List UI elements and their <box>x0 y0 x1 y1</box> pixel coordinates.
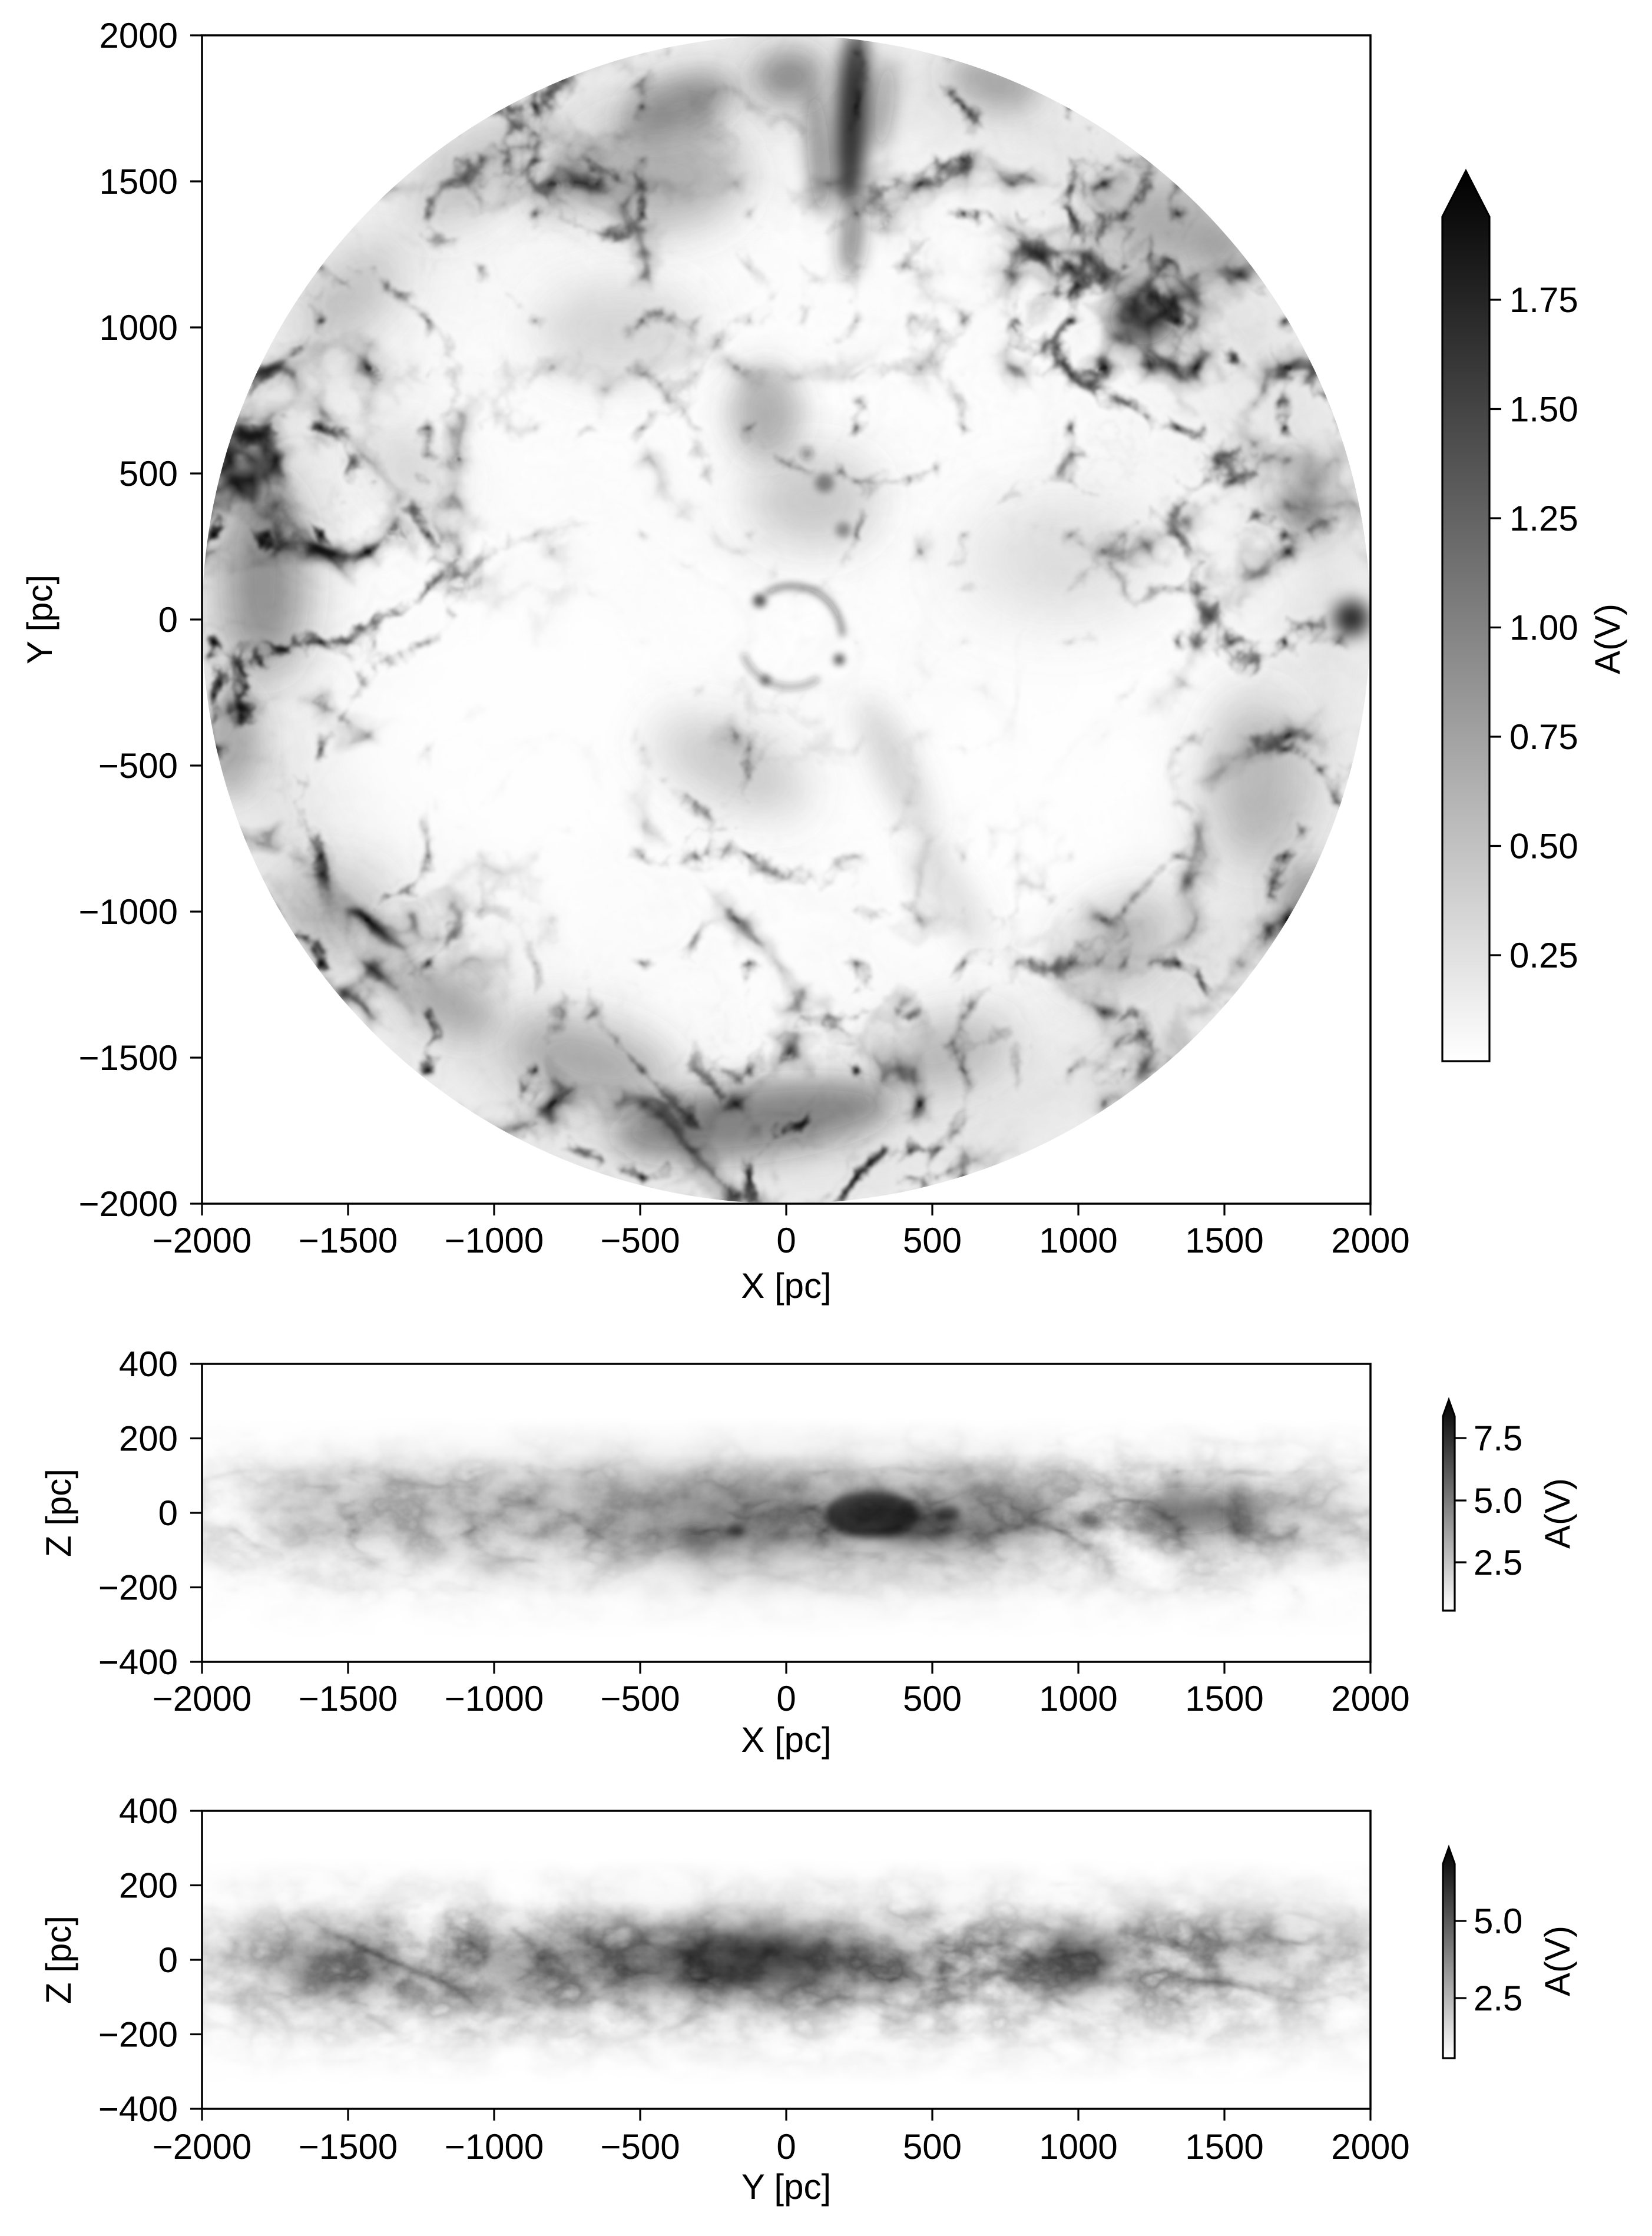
svg-text:2000: 2000 <box>100 16 178 55</box>
svg-text:−2000: −2000 <box>153 2127 252 2167</box>
svg-text:1500: 1500 <box>1185 1221 1263 1260</box>
svg-text:0: 0 <box>158 600 178 640</box>
svg-text:−500: −500 <box>98 746 178 786</box>
svg-text:−1000: −1000 <box>445 1221 544 1260</box>
svg-text:−400: −400 <box>98 1642 178 1682</box>
svg-text:0.50: 0.50 <box>1509 827 1578 866</box>
svg-text:−2000: −2000 <box>78 1184 178 1224</box>
svg-text:−1000: −1000 <box>445 2127 544 2167</box>
svg-text:2.5: 2.5 <box>1474 1543 1522 1582</box>
svg-text:0: 0 <box>158 1493 178 1533</box>
svg-text:1000: 1000 <box>1039 1679 1117 1718</box>
svg-text:0.75: 0.75 <box>1509 717 1578 757</box>
svg-text:0.25: 0.25 <box>1509 936 1578 975</box>
svg-text:−500: −500 <box>600 1221 680 1260</box>
svg-text:500: 500 <box>903 1679 962 1718</box>
svg-text:−1000: −1000 <box>445 1679 544 1718</box>
svg-text:0: 0 <box>158 1940 178 1980</box>
svg-text:1.75: 1.75 <box>1509 280 1578 320</box>
svg-text:1500: 1500 <box>1185 1679 1263 1718</box>
svg-text:X [pc]: X [pc] <box>741 1720 831 1760</box>
svg-text:2.5: 2.5 <box>1474 1979 1522 2018</box>
svg-text:−2000: −2000 <box>153 1679 252 1718</box>
svg-text:−2000: −2000 <box>153 1221 252 1260</box>
svg-text:Z [pc]: Z [pc] <box>39 1469 78 1557</box>
svg-text:0: 0 <box>776 1679 796 1718</box>
svg-text:−500: −500 <box>600 1679 680 1718</box>
svg-text:2000: 2000 <box>1331 1221 1409 1260</box>
svg-text:−1500: −1500 <box>299 1221 398 1260</box>
svg-text:−1500: −1500 <box>299 1679 398 1718</box>
svg-text:2000: 2000 <box>1331 2127 1409 2167</box>
svg-text:−1000: −1000 <box>78 892 178 932</box>
svg-text:A(V): A(V) <box>1588 604 1627 674</box>
svg-text:500: 500 <box>903 1221 962 1260</box>
svg-text:−1500: −1500 <box>78 1038 178 1078</box>
svg-text:−400: −400 <box>98 2089 178 2129</box>
svg-text:0: 0 <box>776 2127 796 2167</box>
svg-text:1.50: 1.50 <box>1509 390 1578 429</box>
svg-text:2000: 2000 <box>1331 1679 1409 1718</box>
svg-text:400: 400 <box>119 1791 178 1831</box>
svg-text:1500: 1500 <box>100 162 178 201</box>
svg-text:200: 200 <box>119 1866 178 1906</box>
svg-text:Z [pc]: Z [pc] <box>39 1916 78 2004</box>
svg-text:500: 500 <box>119 454 178 493</box>
svg-text:0: 0 <box>776 1221 796 1260</box>
svg-text:−1500: −1500 <box>299 2127 398 2167</box>
svg-text:X [pc]: X [pc] <box>741 1266 831 1306</box>
svg-text:5.0: 5.0 <box>1474 1481 1522 1521</box>
svg-text:Y [pc]: Y [pc] <box>741 2167 831 2207</box>
svg-text:400: 400 <box>119 1344 178 1384</box>
svg-text:Y [pc]: Y [pc] <box>20 575 59 664</box>
svg-text:500: 500 <box>903 2127 962 2167</box>
svg-text:1500: 1500 <box>1185 2127 1263 2167</box>
svg-text:A(V): A(V) <box>1538 1478 1577 1549</box>
svg-text:7.5: 7.5 <box>1474 1419 1522 1458</box>
svg-text:−200: −200 <box>98 2015 178 2055</box>
svg-text:−500: −500 <box>600 2127 680 2167</box>
svg-text:1.25: 1.25 <box>1509 499 1578 538</box>
svg-text:1000: 1000 <box>1039 2127 1117 2167</box>
svg-text:1000: 1000 <box>1039 1221 1117 1260</box>
svg-text:200: 200 <box>119 1419 178 1459</box>
svg-text:−200: −200 <box>98 1568 178 1608</box>
svg-text:1.00: 1.00 <box>1509 608 1578 648</box>
svg-text:A(V): A(V) <box>1538 1926 1577 1996</box>
svg-text:1000: 1000 <box>100 308 178 347</box>
svg-text:5.0: 5.0 <box>1474 1902 1522 1941</box>
